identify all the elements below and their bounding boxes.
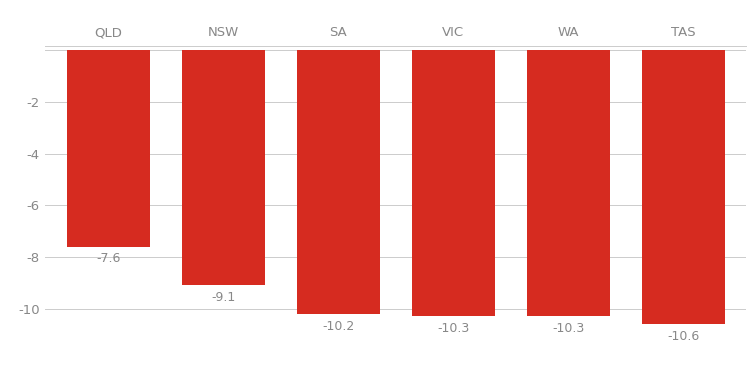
Bar bbox=[182, 50, 265, 285]
Text: -10.2: -10.2 bbox=[322, 320, 354, 332]
Bar bbox=[67, 50, 150, 247]
Text: -7.6: -7.6 bbox=[97, 252, 121, 265]
Bar bbox=[642, 50, 725, 324]
Bar bbox=[412, 50, 495, 317]
Text: -10.6: -10.6 bbox=[667, 330, 700, 343]
Text: -9.1: -9.1 bbox=[211, 291, 235, 304]
Bar bbox=[527, 50, 610, 317]
Text: -10.3: -10.3 bbox=[437, 322, 470, 335]
Text: -10.3: -10.3 bbox=[552, 322, 584, 335]
Bar bbox=[297, 50, 380, 314]
